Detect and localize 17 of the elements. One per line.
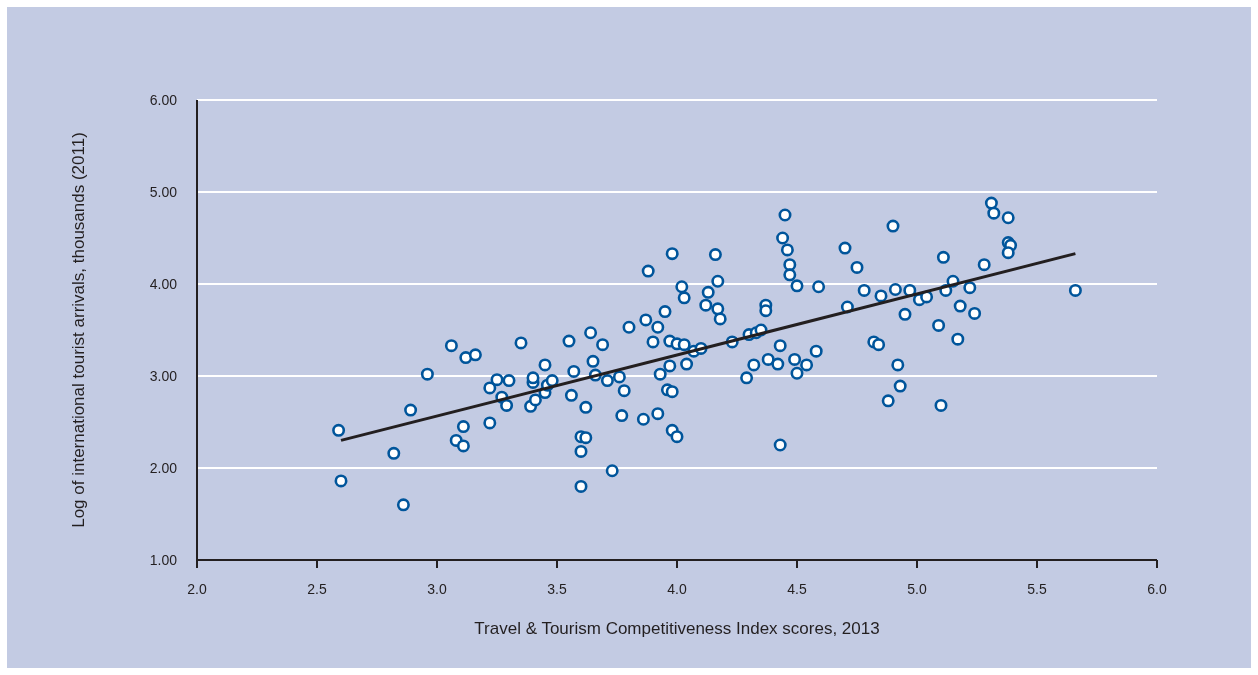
x-tick-label: 5.0: [907, 581, 927, 597]
x-tick-label: 5.5: [1027, 581, 1047, 597]
y-axis-title: Log of international tourist arrivals, thousands (2011): [69, 132, 88, 528]
x-tick-label: 6.0: [1147, 581, 1167, 597]
y-tick-label: 1.00: [149, 552, 178, 568]
y-tick-label: 2.00: [149, 460, 178, 476]
x-tick-label: 4.0: [667, 581, 687, 597]
x-tick-label: 3.5: [547, 581, 567, 597]
x-tick-label: 2.0: [187, 581, 207, 597]
y-tick-label: 6.00: [149, 92, 178, 108]
x-tick-label: 2.5: [307, 581, 327, 597]
x-axis-title: Travel & Tourism Competitiveness Index scores, 2013: [474, 619, 880, 638]
x-tick-label: 3.0: [427, 581, 447, 597]
y-tick-label: 5.00: [149, 184, 178, 200]
y-tick-label: 3.00: [149, 368, 178, 384]
x-tick-label: 4.5: [787, 581, 807, 597]
y-tick-label: 4.00: [149, 276, 178, 292]
